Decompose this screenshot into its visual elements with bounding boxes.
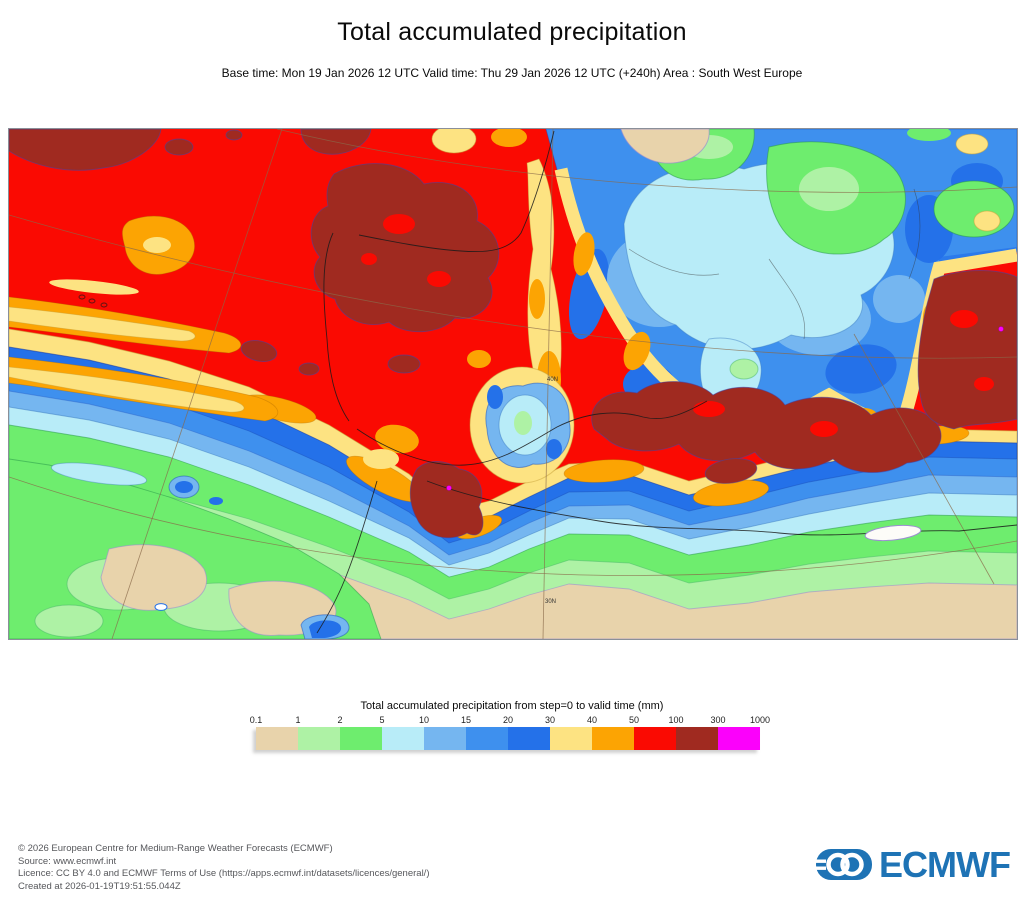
legend-tick: 2 <box>337 715 343 725</box>
page-title: Total accumulated precipitation <box>337 18 687 46</box>
legend-swatch <box>466 727 508 750</box>
precipitation-map: 40N 30N <box>9 129 1017 639</box>
footer-line: Source: www.ecmwf.int <box>18 855 117 867</box>
footer-line: Created at 2026-01-19T19:51:55.044Z <box>18 880 181 892</box>
legend-swatch <box>634 727 676 750</box>
legend-tick: 20 <box>502 715 514 725</box>
legend-tick: 40 <box>586 715 598 725</box>
legend-tick: 5 <box>379 715 385 725</box>
map-extremes <box>446 326 1004 542</box>
map-region-france-blue <box>545 129 1017 430</box>
map-region-heavy-precip-holes <box>361 214 994 437</box>
legend-swatch <box>676 727 718 750</box>
ecmwf-logo: ECMWF <box>815 844 1011 885</box>
legend-tick: 50 <box>628 715 640 725</box>
page-subtitle: Base time: Mon 19 Jan 2026 12 UTC Valid … <box>221 66 803 80</box>
legend-swatch <box>508 727 550 750</box>
legend-tick: 1000 <box>749 715 771 725</box>
legend-colorbar <box>256 727 760 750</box>
legend-tick: 1 <box>295 715 301 725</box>
legend-swatch <box>718 727 760 750</box>
legend-tick: 30 <box>544 715 556 725</box>
legend-tick: 10 <box>418 715 430 725</box>
legend-tick: 15 <box>460 715 472 725</box>
salt-lake <box>864 524 922 542</box>
ecmwf-logo-text: ECMWF <box>879 844 1011 885</box>
footer-line: Licence: CC BY 4.0 and ECMWF Terms of Us… <box>18 868 430 879</box>
graticule-label-30n: 30N <box>545 599 556 605</box>
legend-swatch <box>340 727 382 750</box>
legend-swatch <box>298 727 340 750</box>
map-region-iberia-pocket <box>469 366 575 484</box>
ecmwf-logo-icon <box>815 849 872 880</box>
legend-swatch <box>382 727 424 750</box>
legend-swatch <box>550 727 592 750</box>
legend-tick: 100 <box>668 715 684 725</box>
legend-title: Total accumulated precipitation from ste… <box>360 700 664 712</box>
legend-ticks: 0.1 1 2 5 10 15 20 30 40 50 100 300 1000 <box>0 715 1024 726</box>
map-graticule-labels: 40N 30N <box>545 377 558 605</box>
legend-tick: 0.1 <box>249 715 263 725</box>
legend-swatch <box>256 727 298 750</box>
legend-swatch <box>592 727 634 750</box>
map-region-fringe-orange <box>241 394 970 540</box>
graticule-label-40n: 40N <box>547 377 558 383</box>
legend-swatch <box>424 727 466 750</box>
map-borders <box>628 188 921 340</box>
footer-line: © 2026 European Centre for Medium-Range … <box>18 843 333 854</box>
map-region-heavy-precip <box>9 129 1017 539</box>
footer-attribution: © 2026 European Centre for Medium-Range … <box>18 843 430 893</box>
map-graticule <box>9 129 1017 639</box>
map-frame: 40N 30N <box>8 128 1018 640</box>
map-region-west-green <box>9 458 382 639</box>
legend-tick: 300 <box>710 715 726 725</box>
